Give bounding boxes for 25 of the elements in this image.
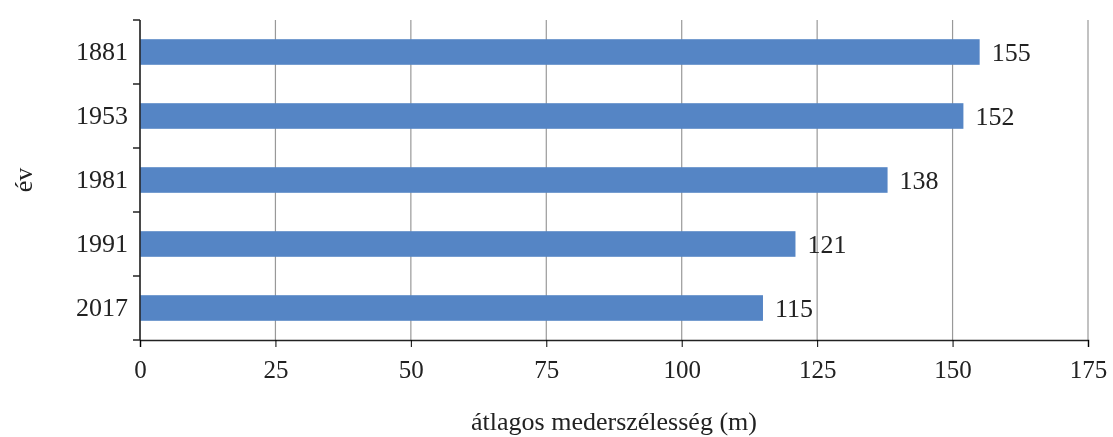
x-tick-label: 75 — [534, 355, 560, 383]
data-label: 115 — [774, 294, 814, 324]
y-tick-label: 1881 — [76, 37, 128, 67]
data-label: 138 — [899, 166, 939, 196]
x-tick-label: 50 — [398, 355, 424, 383]
data-label: 152 — [975, 102, 1015, 132]
x-tick-label: 125 — [798, 355, 837, 383]
y-tick-label: 2017 — [76, 293, 128, 323]
bar — [140, 39, 980, 65]
data-label: 121 — [807, 230, 847, 260]
x-tick-label: 25 — [263, 355, 289, 383]
bar — [140, 295, 763, 321]
x-tick-label: 150 — [934, 355, 972, 383]
bar — [140, 167, 888, 193]
x-axis-title: átlagos mederszélesség (m) — [471, 407, 757, 436]
y-tick-label: 1953 — [76, 101, 128, 131]
y-tick-label: 1981 — [76, 165, 128, 195]
bar — [140, 231, 796, 257]
bar — [140, 103, 964, 129]
x-tick-label: 100 — [663, 355, 701, 383]
data-label: 155 — [991, 38, 1031, 68]
y-tick-label: 1991 — [76, 229, 128, 259]
y-axis-title: év — [9, 167, 38, 193]
x-tick-label: 175 — [1069, 355, 1108, 383]
x-tick-label: 0 — [134, 355, 147, 383]
